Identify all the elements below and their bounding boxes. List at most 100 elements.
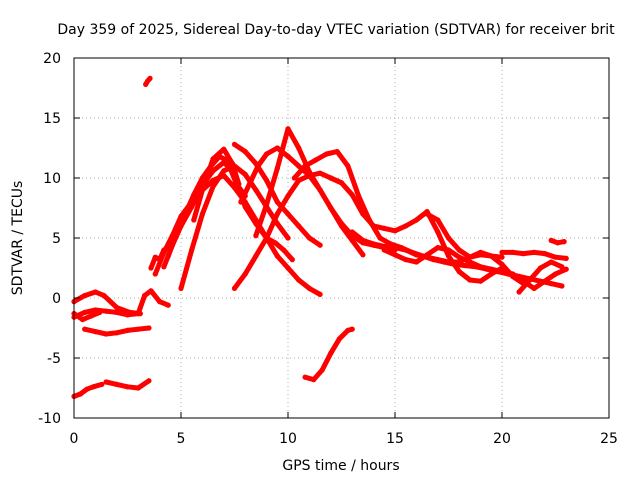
data-point [527,277,533,283]
data-point [274,253,280,259]
data-point [349,237,355,243]
data-point [478,278,484,284]
data-point [306,285,312,291]
data-point [510,249,516,255]
data-point [124,384,131,390]
data-point [456,259,462,265]
data-point [520,251,527,257]
data-point [328,205,334,211]
data-point [360,237,366,243]
grid [74,58,609,418]
data-point [152,254,158,260]
data-point [306,235,312,241]
data-point [319,367,325,373]
data-point [178,285,184,291]
data-point [548,259,554,265]
data-point [360,252,366,258]
data-point [221,168,227,174]
x-tick-label: 25 [600,431,618,447]
data-point [371,223,377,229]
y-tick-label: -5 [47,351,61,367]
data-point [296,277,302,283]
x-tick-label: 0 [70,431,79,447]
data-point [191,192,197,198]
data-point [84,386,90,392]
data-point [231,285,238,291]
data-point [103,308,109,314]
data-point [478,252,484,258]
data-point [238,199,244,205]
data-point [285,265,291,271]
data-point [349,229,355,235]
data-point [148,265,154,271]
data-point [182,211,188,217]
data-point [381,243,387,249]
data-point [114,381,120,387]
data-point [296,223,302,229]
data-point [360,211,366,217]
data-point [242,204,248,210]
data-point [563,255,569,261]
data-point [82,293,88,299]
data-point [302,374,308,380]
data-point [345,163,351,169]
data-point [561,239,567,245]
data-point [152,271,158,277]
data-point [499,254,505,260]
data-point [148,288,154,294]
data-point [124,312,131,318]
x-tick-label: 5 [177,431,186,447]
data-point [242,171,248,177]
data-point [392,228,398,234]
data-point [296,145,302,151]
data-point [296,163,302,169]
data-point [445,259,452,265]
data-point [413,217,419,223]
data-point [499,261,505,267]
data-point [199,187,205,193]
data-point [135,311,141,317]
data-point [559,283,565,289]
data-point [114,309,120,315]
data-point [548,237,554,243]
data-point [274,145,280,151]
data-point [338,180,345,186]
data-point [381,247,387,253]
data-point [82,309,88,315]
data-point [559,264,565,270]
data-point [328,175,334,181]
data-point [488,253,494,259]
data-point [77,391,83,397]
data-point [264,151,270,157]
data-point [317,291,323,297]
series-line [191,146,242,223]
data-point [253,253,259,259]
data-point [146,325,152,331]
data-point [285,193,291,199]
data-point [499,269,505,275]
data-point [264,177,270,183]
data-point [435,217,441,223]
data-point [435,257,441,263]
data-point [516,289,522,295]
x-tick-label: 10 [279,431,297,447]
data-point [467,259,473,265]
data-point [311,377,317,383]
x-tick-label: 20 [493,431,511,447]
data-point [191,217,197,223]
data-traces [71,75,569,399]
data-point [424,211,430,217]
data-point [552,254,559,260]
data-point [542,251,548,257]
data-point [445,247,452,253]
data-point [210,183,216,189]
data-point [291,175,297,181]
y-tick-label: 5 [52,231,61,247]
data-point [381,225,387,231]
data-point [253,233,259,239]
data-point [392,245,398,251]
data-point [210,156,216,162]
data-point [328,350,334,356]
data-point [253,187,259,193]
